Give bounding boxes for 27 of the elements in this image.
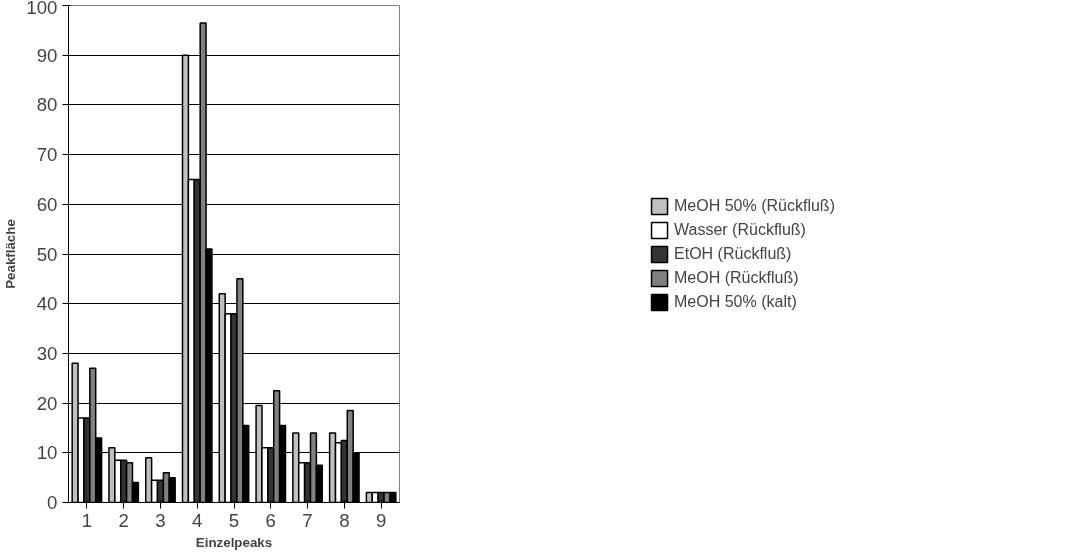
y-tick-label: 70 (36, 144, 58, 166)
x-tick-label: 6 (265, 509, 276, 531)
x-tick-label: 1 (81, 509, 93, 531)
y-tick-label: 10 (36, 442, 58, 464)
legend-label: EtOH (Rückfluß) (674, 244, 792, 263)
x-tick-label: 5 (228, 509, 240, 531)
x-tick-label: 3 (155, 509, 166, 531)
legend-label: Wasser (Rückfluß) (674, 220, 806, 239)
y-tick-label: 40 (36, 293, 58, 315)
y-tick-label: 100 (26, 0, 58, 18)
legend-label: MeOH 50% (Rückfluß) (674, 196, 835, 215)
x-axis-title: Einzelpeaks (195, 534, 273, 550)
x-tick-label: 7 (302, 509, 313, 531)
x-tick-label: 4 (192, 509, 203, 531)
y-tick-label: 20 (36, 392, 58, 414)
y-tick-label: 0 (47, 492, 58, 513)
y-tick-label: 80 (36, 94, 58, 116)
legend-label: MeOH 50% (kalt) (674, 292, 797, 311)
x-tick-label: 8 (339, 509, 350, 531)
x-tick-label: 2 (118, 509, 129, 531)
x-tick-label: 9 (375, 509, 387, 531)
y-tick-label: 60 (36, 193, 58, 215)
legend-label: MeOH (Rückfluß) (674, 268, 799, 287)
y-axis-title: Peakfläche (3, 219, 19, 289)
y-tick-label: 90 (36, 44, 58, 66)
y-tick-label: 50 (36, 243, 58, 265)
y-tick-label: 30 (36, 342, 58, 364)
